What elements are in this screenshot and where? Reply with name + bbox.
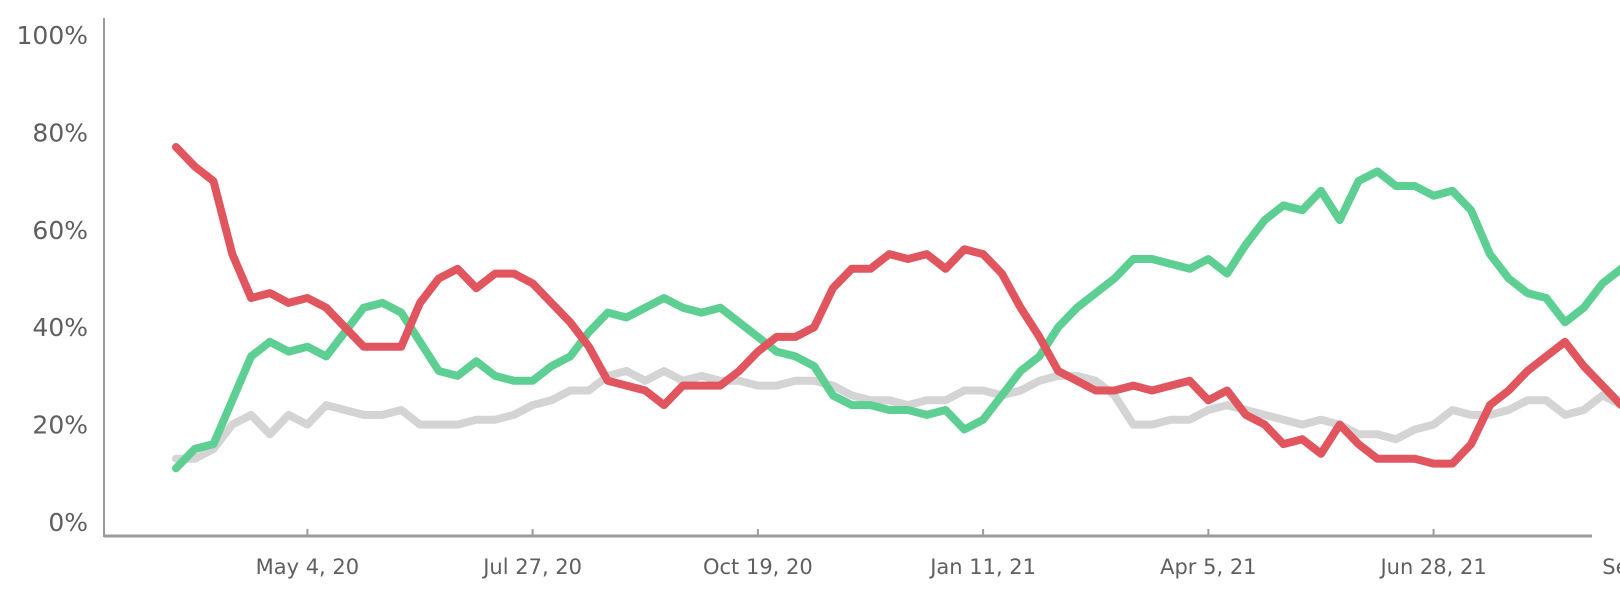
x-tick-label: Jun 28, 21 xyxy=(1378,555,1486,579)
chart-axes xyxy=(103,18,1592,538)
x-tick-label: Jul 27, 20 xyxy=(481,555,582,579)
series-line xyxy=(172,143,1620,468)
y-tick-label: 60% xyxy=(32,216,88,245)
y-axis-ticks: 0% 20% 40% 60% 80% 100% xyxy=(17,21,88,537)
y-tick-label: 80% xyxy=(32,118,88,147)
x-tick-label: Sep 20, 21 xyxy=(1602,555,1620,579)
y-tick-label: 20% xyxy=(32,411,88,440)
x-tick-label: May 4, 20 xyxy=(256,555,360,579)
y-tick-label: 0% xyxy=(48,508,88,537)
series-line xyxy=(172,367,1620,463)
x-axis-ticks: May 4, 20 Jul 27, 20 Oct 19, 20 Jan 11, 21 A… xyxy=(256,529,1620,579)
y-tick-label: 100% xyxy=(17,21,88,50)
series-lines xyxy=(172,143,1620,473)
y-tick-label: 40% xyxy=(32,313,88,342)
x-tick-label: Jan 11, 21 xyxy=(928,555,1036,579)
x-tick-label: Apr 5, 21 xyxy=(1160,555,1256,579)
x-tick-label: Oct 19, 20 xyxy=(703,555,813,579)
series-line xyxy=(172,167,1620,473)
